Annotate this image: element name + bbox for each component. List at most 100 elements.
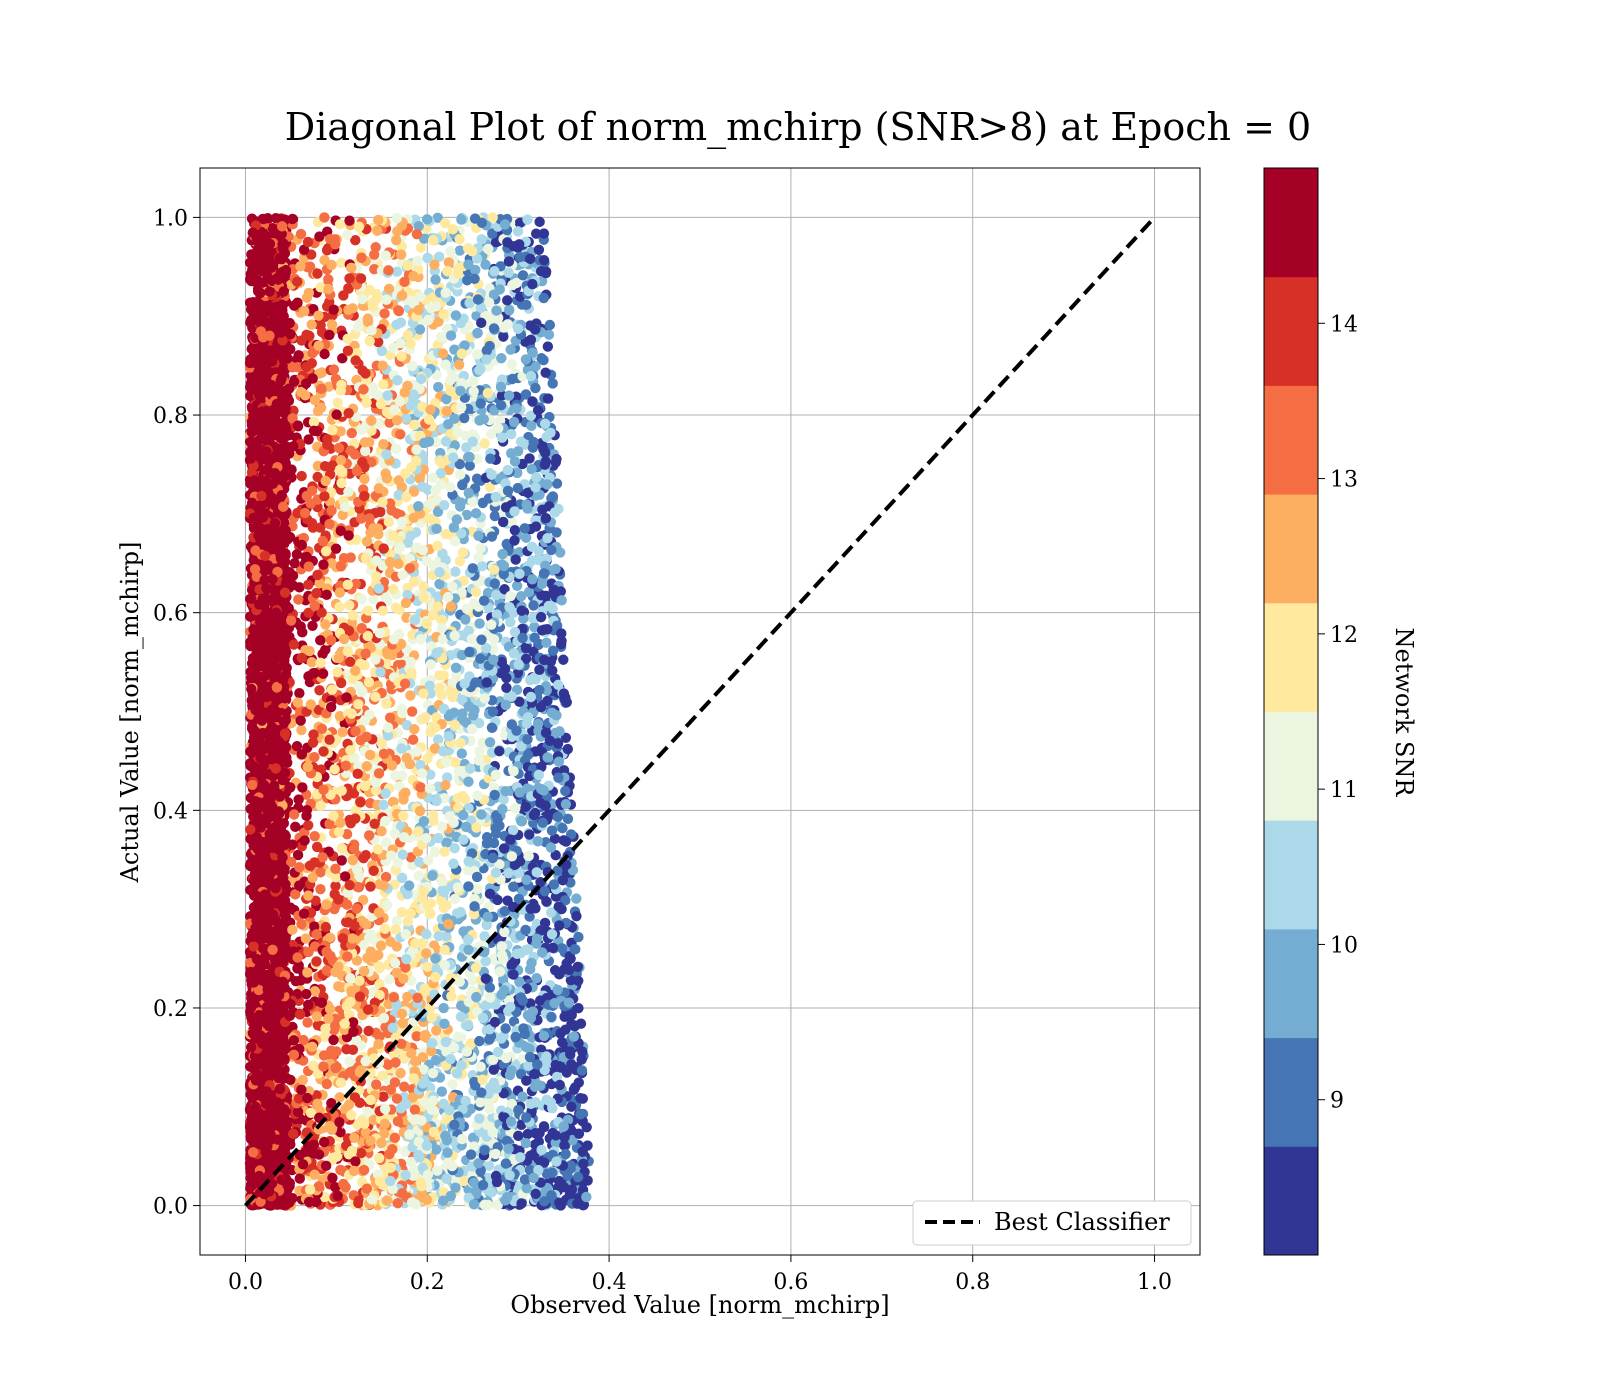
scatter-point [484, 481, 496, 493]
scatter-point [350, 355, 361, 366]
scatter-point [571, 893, 582, 904]
scatter-point [505, 616, 516, 628]
scatter-point [314, 231, 325, 242]
scatter-point [413, 870, 424, 881]
scatter-point [314, 685, 325, 696]
scatter-point [534, 797, 546, 809]
scatter-point [350, 578, 361, 589]
scatter-point [395, 249, 407, 260]
scatter-point [521, 1075, 532, 1086]
scatter-point [324, 932, 336, 943]
scatter-point [530, 361, 541, 372]
scatter-point [384, 974, 395, 985]
scatter-point [381, 837, 392, 848]
scatter-point [347, 1044, 359, 1056]
scatter-point [315, 867, 326, 878]
scatter-point [498, 331, 509, 342]
scatter-point [556, 943, 568, 954]
scatter-point [350, 234, 361, 246]
scatter-point [397, 849, 408, 860]
scatter-point [534, 995, 546, 1006]
scatter-point [336, 257, 347, 269]
scatter-point [558, 654, 569, 665]
scatter-point [538, 255, 550, 266]
scatter-point [526, 420, 537, 432]
scatter-point [415, 242, 427, 253]
scatter-point [509, 524, 521, 536]
scatter-point [285, 856, 297, 868]
scatter-point [533, 545, 545, 557]
scatter-point [398, 973, 409, 984]
scatter-point [369, 264, 380, 275]
scatter-point [304, 261, 316, 272]
scatter-point [520, 532, 532, 543]
scatter-point [438, 670, 449, 681]
scatter-point [413, 221, 424, 232]
scatter-point [291, 549, 303, 560]
scatter-point [441, 837, 452, 848]
scatter-point [290, 821, 301, 833]
scatter-point [295, 228, 307, 240]
scatter-point [457, 708, 468, 719]
scatter-point [356, 593, 367, 605]
scatter-point [351, 903, 362, 914]
scatter-point [384, 712, 396, 723]
scatter-point [441, 930, 452, 942]
scatter-point [461, 603, 472, 614]
scatter-point [450, 566, 461, 577]
scatter-point [432, 339, 443, 351]
scatter-point [458, 926, 469, 937]
scatter-point [310, 895, 321, 906]
scatter-point [359, 473, 370, 485]
scatter-point [368, 594, 379, 605]
scatter-point [391, 967, 402, 978]
scatter-point [481, 919, 492, 931]
scatter-point [303, 820, 314, 831]
scatter-point [556, 595, 567, 606]
scatter-points [244, 212, 594, 1211]
scatter-point [296, 749, 308, 760]
scatter-point [426, 1045, 437, 1057]
scatter-point [474, 618, 485, 629]
scatter-point [357, 894, 369, 906]
scatter-point [355, 1040, 367, 1051]
scatter-point [341, 828, 353, 840]
scatter-point [483, 1160, 495, 1171]
scatter-point [476, 561, 488, 572]
scatter-point [483, 297, 495, 308]
scatter-point [482, 587, 494, 599]
scatter-point [456, 378, 467, 389]
scatter-point [560, 732, 572, 743]
scatter-point [449, 536, 461, 547]
scatter-point [542, 341, 554, 352]
scatter-point [477, 737, 488, 748]
scatter-point [503, 267, 514, 278]
scatter-point [571, 910, 582, 922]
scatter-point [449, 843, 460, 854]
scatter-point [361, 536, 373, 547]
scatter-point [440, 780, 451, 791]
scatter-point [315, 522, 326, 533]
scatter-point [437, 348, 449, 359]
scatter-point [315, 282, 326, 293]
scatter-point [430, 1054, 442, 1066]
scatter-point [506, 359, 518, 370]
scatter-point [429, 846, 441, 858]
scatter-point [417, 1064, 429, 1075]
scatter-point [550, 1137, 561, 1149]
scatter-point [434, 578, 445, 590]
scatter-point [337, 353, 348, 364]
scatter-point [454, 245, 466, 256]
scatter-point [496, 1033, 507, 1044]
scatter-point [414, 291, 426, 303]
scatter-point [487, 228, 498, 239]
scatter-point [432, 734, 444, 745]
scatter-point [447, 1079, 458, 1090]
scatter-point [540, 367, 551, 378]
scatter-point [338, 552, 350, 564]
scatter-point [566, 1101, 577, 1112]
scatter-point [323, 274, 334, 285]
scatter-point [292, 849, 304, 861]
scatter-point [542, 533, 553, 544]
scatter-point [429, 259, 440, 270]
